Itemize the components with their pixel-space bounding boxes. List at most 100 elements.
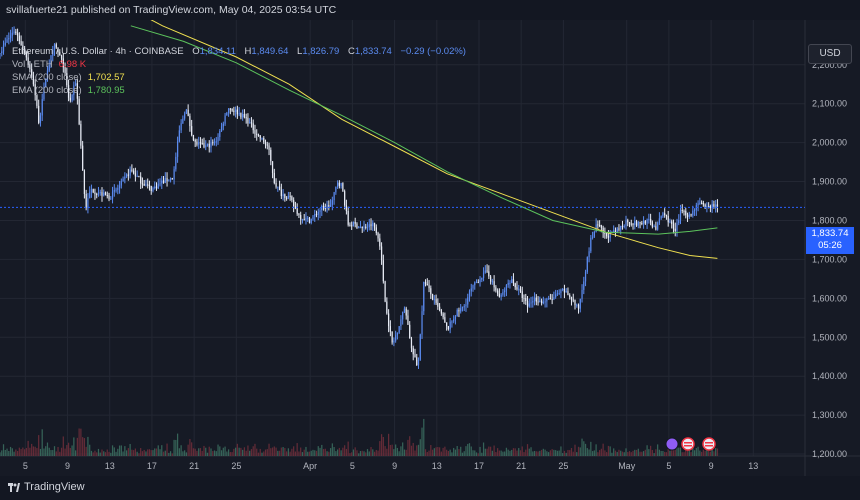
time-tick-label: 17 [474, 461, 484, 471]
symbol-name[interactable]: Ethereum / U.S. Dollar · 4h · COINBASE [12, 46, 184, 57]
candle-body-222 [389, 326, 391, 332]
volume-bar-196 [344, 445, 346, 456]
volume-bar-52 [90, 450, 93, 456]
price-tick-label: 1,900.00 [812, 177, 847, 187]
volume-bar-398 [699, 450, 701, 456]
volume-bar-156 [273, 446, 275, 456]
price-chart[interactable]: 2,200.00 2,100.00 2,000.00 1,900.00 1,800.00… [0, 0, 860, 476]
candle-body-143 [250, 122, 253, 124]
currency-selector[interactable]: USD [808, 44, 852, 64]
volume-bar-120 [210, 448, 212, 456]
candle-body-295 [518, 288, 520, 290]
volume-bar-334 [586, 448, 588, 456]
volume-bar-282 [495, 451, 497, 456]
chart-area[interactable]: 2,200.00 2,100.00 2,000.00 1,900.00 1,800.00… [0, 0, 860, 476]
candle-body-44 [76, 83, 78, 99]
volume-bar-403 [708, 451, 710, 456]
volume-bar-249 [437, 446, 439, 456]
candle-body-346 [607, 236, 610, 238]
price-tick-label: 1,800.00 [812, 215, 847, 225]
candle-body-311 [546, 298, 548, 302]
candle-body-330 [579, 298, 581, 309]
candle-body-54 [94, 192, 96, 194]
volume-bar-277 [486, 448, 488, 456]
volume-bar-229 [402, 442, 404, 456]
volume-bar-37 [64, 448, 66, 456]
candle-body-248 [435, 299, 437, 303]
volume-bar-105 [184, 450, 186, 456]
candle-body-178 [312, 216, 314, 220]
candle-body-164 [287, 195, 289, 199]
volume-bar-216 [379, 441, 381, 456]
candle-body-158 [277, 186, 279, 188]
author-name[interactable]: svillafuerte21 [6, 4, 68, 16]
candle-body-202 [354, 221, 356, 224]
volume-bar-342 [600, 448, 602, 456]
volume-row[interactable]: Vol · ETH 6.98 K [12, 58, 466, 71]
candle-body-99 [173, 169, 175, 180]
candle-body-20 [34, 84, 36, 96]
volume-bar-206 [361, 450, 363, 456]
candle-body-251 [440, 310, 442, 314]
volume-bar-328 [576, 452, 578, 456]
time-tick-label: May [618, 461, 636, 471]
candle-body-111 [194, 140, 196, 142]
volume-bar-142 [249, 450, 251, 456]
us-flag-event-icon[interactable] [681, 437, 695, 451]
sma-row[interactable]: SMA (200 close) 1,702.57 [12, 71, 466, 84]
volume-bar-321 [563, 450, 566, 456]
volume-bar-402 [706, 448, 708, 456]
volume-bar-81 [141, 451, 144, 456]
volume-bar-390 [685, 449, 687, 456]
candle-body-9 [15, 31, 17, 34]
volume-bar-108 [189, 439, 191, 456]
candle-body-377 [662, 213, 664, 217]
candle-body-369 [648, 218, 650, 220]
volume-bar-17 [29, 447, 31, 456]
candle-body-233 [409, 324, 411, 339]
volume-bar-111 [194, 448, 196, 456]
candle-body-217 [380, 246, 383, 261]
symbol-row[interactable]: Ethereum / U.S. Dollar · 4h · COINBASE O… [12, 45, 466, 58]
us-flag-event-icon[interactable] [702, 437, 716, 451]
candle-body-29 [50, 55, 52, 65]
volume-bar-316 [555, 450, 557, 456]
candle-body-320 [562, 289, 564, 291]
ema-row[interactable]: EMA (200 close) 1,780.95 [12, 84, 466, 97]
volume-bar-360 [632, 450, 634, 456]
candle-body-67 [117, 188, 119, 190]
volume-bar-395 [693, 450, 696, 456]
volume-bar-349 [613, 448, 615, 456]
tradingview-brand[interactable]: TradingView [24, 481, 85, 493]
candle-body-318 [558, 292, 560, 294]
candle-body-334 [586, 257, 588, 272]
lightning-event-icon[interactable] [665, 437, 679, 451]
volume-bar-383 [672, 450, 675, 456]
candle-body-290 [509, 282, 511, 284]
candle-body-24 [41, 99, 43, 116]
volume-bar-199 [349, 453, 351, 456]
candle-body-399 [700, 202, 703, 204]
last-price-value: 1,833.74 [811, 228, 849, 239]
candle-body-282 [495, 287, 497, 291]
volume-bar-256 [449, 449, 451, 456]
volume-bar-218 [382, 437, 384, 456]
volume-bar-112 [196, 450, 198, 456]
tradingview-logo-icon[interactable] [8, 483, 20, 493]
candle-body-142 [249, 122, 251, 124]
volume-bar-160 [280, 447, 282, 456]
volume-bar-50 [87, 436, 89, 456]
candle-body-62 [108, 195, 110, 200]
volume-bar-231 [405, 449, 407, 456]
volume-bar-189 [331, 443, 333, 456]
price-tick-label: 2,000.00 [812, 138, 847, 148]
volume-bar-135 [236, 443, 239, 456]
candle-body-188 [329, 204, 332, 207]
volume-bar-168 [294, 451, 297, 456]
candle-body-234 [410, 338, 413, 349]
volume-bar-90 [157, 445, 159, 456]
volume-bar-301 [528, 448, 530, 456]
candle-body-316 [555, 294, 557, 298]
candle-body-312 [548, 298, 550, 300]
volume-bar-20 [34, 446, 36, 456]
